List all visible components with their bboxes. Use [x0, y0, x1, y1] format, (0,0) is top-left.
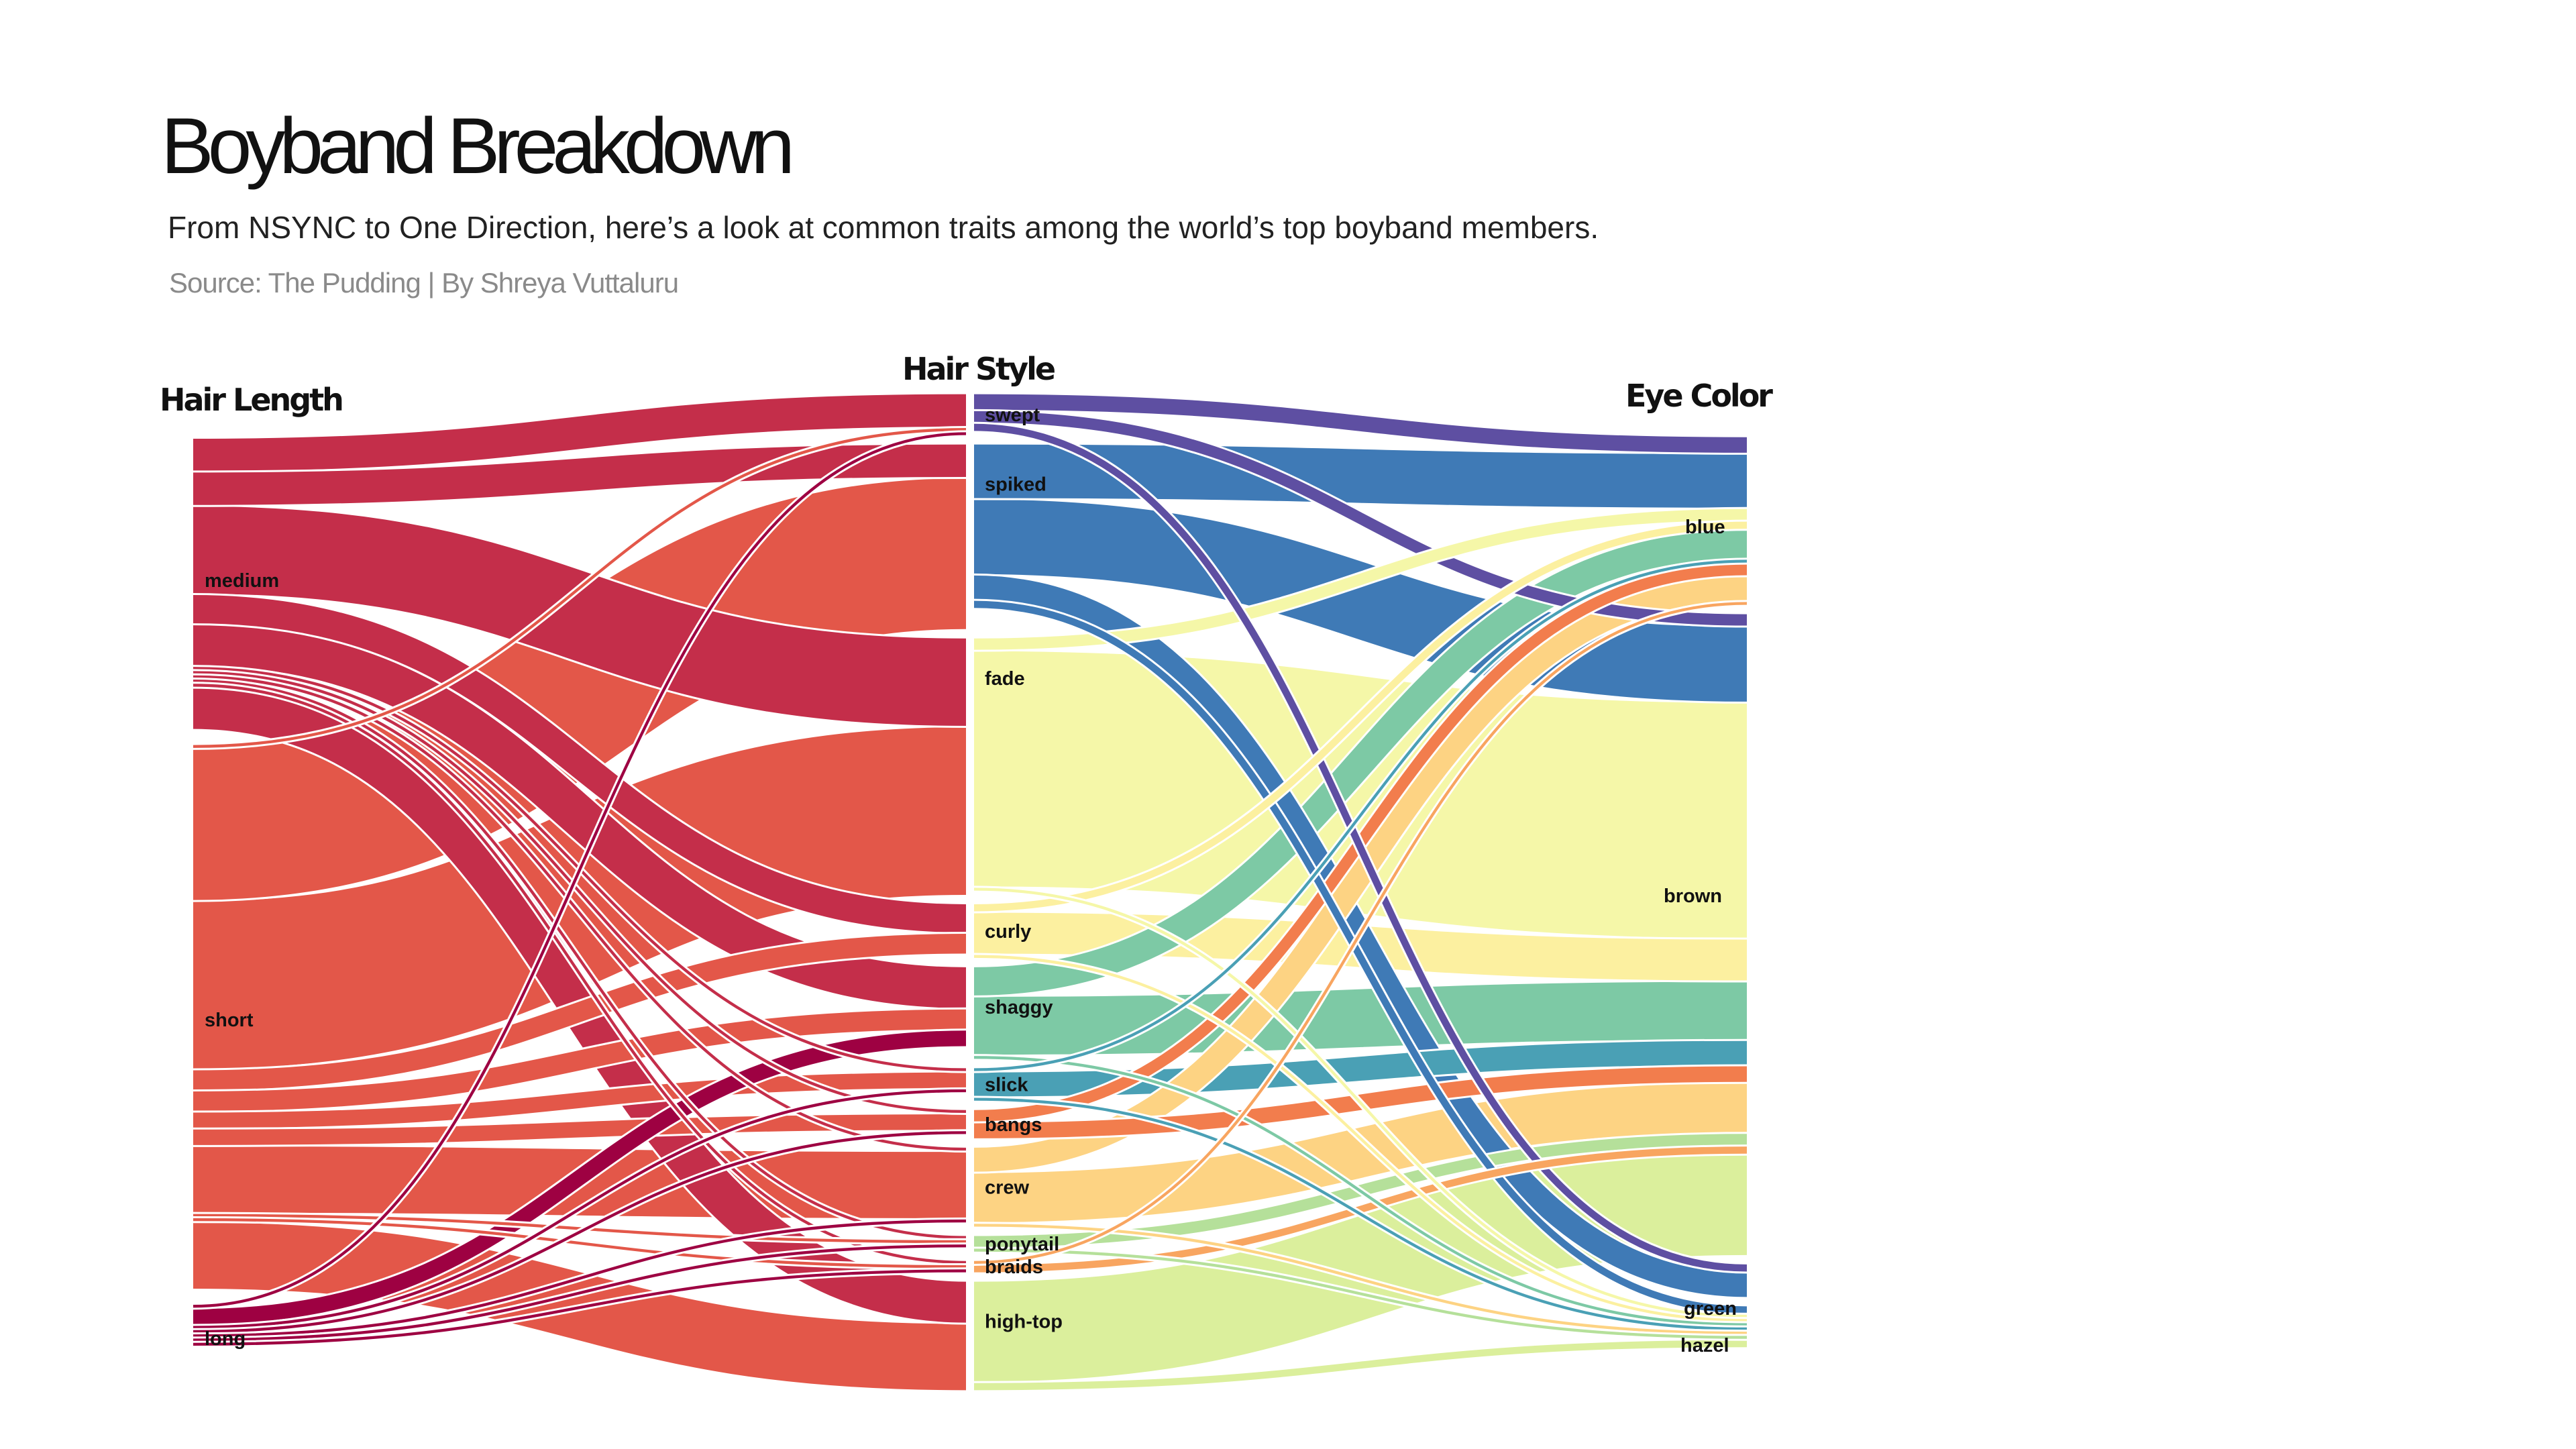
link-length-medium-swept	[193, 394, 967, 472]
link-length-medium-bangs	[193, 671, 967, 1114]
link-length-long-crew	[193, 1219, 967, 1338]
node-label-slick: slick	[985, 1075, 1028, 1096]
link-length-short-shaggy	[193, 1009, 967, 1112]
link-length-short-fade	[193, 727, 967, 1069]
link-length-long-shaggy	[193, 1030, 967, 1325]
node-bars	[966, 393, 974, 1391]
link-length-medium-ponytail	[193, 679, 967, 1239]
link-length-long-braids	[193, 1269, 967, 1346]
link-style-braids-brown	[973, 1146, 1748, 1273]
node-label-long: long	[205, 1328, 246, 1350]
node-bar-braids	[966, 1260, 974, 1273]
link-style-slick-hazel	[973, 1097, 1748, 1331]
link-style-high-top-hazel	[973, 1340, 1748, 1391]
node-bar-curly	[966, 903, 974, 959]
link-style-braids-blue	[973, 602, 1748, 1264]
link-length-short-swept	[193, 428, 967, 748]
link-style-spiked-brown	[973, 499, 1748, 702]
link-style-spiked-blue	[973, 444, 1748, 508]
node-bar-crew	[966, 1146, 974, 1228]
link-length-short-spiked	[193, 478, 967, 900]
node-bar-swept	[966, 393, 974, 436]
link-length-long-ponytail	[193, 1244, 967, 1342]
node-label-brown: brown	[1664, 885, 1722, 907]
node-label-ponytail: ponytail	[985, 1234, 1059, 1255]
node-bar-ponytail	[966, 1235, 974, 1252]
node-label-curly: curly	[985, 921, 1031, 943]
link-style-fade-brown	[973, 651, 1748, 938]
link-length-long-bangs	[193, 1131, 967, 1334]
link-length-long-slick	[193, 1089, 967, 1329]
page-title: Boyband Breakdown	[161, 102, 795, 191]
node-bar-slick	[966, 1067, 974, 1102]
link-length-long-swept	[193, 432, 967, 1308]
node-labels: medium short long swept spiked fade curly shagg…	[205, 405, 1737, 1356]
link-length-medium-crew	[193, 675, 967, 1151]
node-label-fade: fade	[985, 668, 1025, 690]
column-title-hair-style: Hair Style	[902, 351, 1055, 387]
node-label-short: short	[205, 1010, 254, 1031]
node-label-high-top: high-top	[985, 1311, 1063, 1333]
links-style-to-eye	[973, 392, 1748, 1393]
link-length-short-braids	[193, 1218, 967, 1269]
node-bar-bangs	[966, 1109, 974, 1139]
node-label-swept: swept	[985, 405, 1040, 426]
node-bar-shaggy	[966, 966, 974, 1060]
source-credit: Source: The Pudding | By Shreya Vuttalur…	[169, 267, 679, 299]
node-bar-fade	[966, 637, 974, 896]
link-style-shaggy-brown	[973, 981, 1748, 1055]
link-length-medium-spiked	[193, 444, 967, 505]
link-length-medium-shaggy	[193, 625, 967, 1008]
node-label-blue: blue	[1685, 517, 1725, 538]
link-style-curly-hazel	[973, 955, 1748, 1322]
link-style-shaggy-blue	[973, 530, 1748, 996]
column-titles: Hair Length Hair Style Eye Color	[160, 351, 1775, 418]
node-label-braids: braids	[985, 1256, 1043, 1278]
column-title-hair-length: Hair Length	[160, 382, 342, 418]
link-style-crew-hazel	[973, 1224, 1748, 1335]
link-style-slick-blue	[973, 559, 1748, 1071]
link-style-fade-hazel	[973, 888, 1748, 1318]
node-label-spiked: spiked	[985, 474, 1046, 496]
node-label-green: green	[1684, 1298, 1737, 1320]
page-subtitle: From NSYNC to One Direction, here’s a lo…	[168, 210, 1599, 245]
link-style-fade-blue	[973, 508, 1748, 650]
link-style-shaggy-hazel	[973, 1056, 1748, 1326]
node-label-medium: medium	[205, 570, 279, 592]
link-length-medium-curly	[193, 595, 967, 933]
node-label-shaggy: shaggy	[985, 997, 1053, 1018]
node-label-crew: crew	[985, 1177, 1030, 1199]
links-length-to-style	[193, 392, 967, 1393]
column-title-eye-color: Eye Color	[1625, 378, 1773, 414]
link-style-spiked-hazel	[973, 600, 1748, 1313]
link-length-medium-fade	[193, 506, 967, 727]
node-bar-high-top	[966, 1281, 974, 1391]
link-style-curly-blue	[973, 521, 1748, 912]
link-style-swept-green	[973, 423, 1748, 1272]
node-label-bangs: bangs	[985, 1114, 1042, 1136]
node-bar-spiked	[966, 443, 974, 630]
link-style-ponytail-hazel	[973, 1248, 1748, 1339]
link-style-crew-brown	[973, 1083, 1748, 1223]
link-style-swept-blue	[973, 394, 1748, 453]
link-length-short-curly	[193, 934, 967, 1091]
node-label-hazel: hazel	[1680, 1335, 1729, 1356]
